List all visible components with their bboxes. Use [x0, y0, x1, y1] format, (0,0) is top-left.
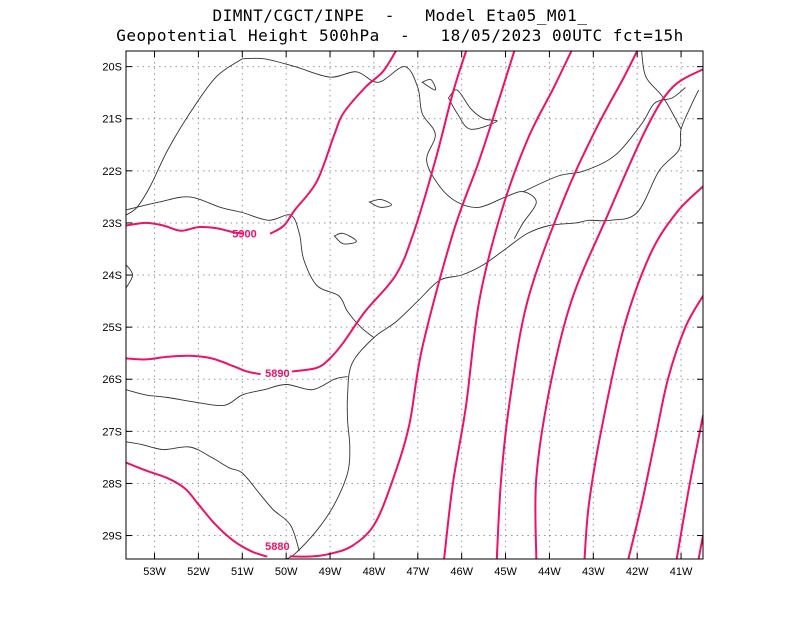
- x-tick-label: 43W: [582, 566, 605, 578]
- contour-label: 5890: [265, 368, 289, 380]
- state-border-mg-es: [641, 51, 682, 130]
- x-tick-label: 45W: [494, 566, 517, 578]
- contour-h5820: [675, 414, 703, 559]
- x-tick-label: 51W: [231, 566, 254, 578]
- contour-h5840: [583, 185, 703, 559]
- contour-h5900: [126, 221, 244, 235]
- lakes: [333, 78, 498, 245]
- x-tick-label: 50W: [275, 566, 298, 578]
- contour-label: 5880: [265, 541, 289, 553]
- y-tick-label: 24S: [102, 270, 122, 282]
- x-tick-label: 48W: [363, 566, 386, 578]
- y-tick-label: 26S: [102, 374, 122, 386]
- contour-h5830: [627, 294, 703, 559]
- x-tick-label: 52W: [187, 566, 210, 578]
- axis-ticks: 53W 52W 51W 50W 49W 48W 47W 46W 45W 44W 43W 42W 41W 2…: [102, 51, 703, 578]
- geopotential-contours: [126, 51, 703, 559]
- y-tick-label: 28S: [102, 478, 122, 490]
- reservoir: [447, 89, 498, 130]
- contour-label: 5900: [232, 228, 256, 240]
- x-tick-label: 53W: [143, 566, 166, 578]
- map-frame: [125, 50, 704, 560]
- reservoir: [421, 78, 437, 91]
- x-tick-label: 44W: [538, 566, 561, 578]
- reservoir: [333, 232, 357, 245]
- contour-h5860: [495, 51, 639, 559]
- state-border-sc-rs: [126, 441, 300, 552]
- y-tick-label: 21S: [102, 114, 122, 126]
- contour-h5870: [443, 51, 573, 559]
- y-tick-label: 22S: [102, 166, 122, 178]
- contour-h5890: [126, 354, 261, 375]
- x-tick-label: 47W: [406, 566, 429, 578]
- title-line-2: Geopotential Height 500hPa - 18/05/2023 …: [116, 26, 684, 45]
- grid-lines: [126, 51, 703, 559]
- y-tick-label: 23S: [102, 218, 122, 230]
- x-tick-label: 42W: [626, 566, 649, 578]
- y-tick-label: 29S: [102, 531, 122, 543]
- y-tick-label: 20S: [102, 62, 122, 74]
- contour-h5810: [697, 534, 703, 559]
- x-tick-label: 46W: [450, 566, 473, 578]
- contour-h5850: [534, 68, 703, 559]
- contour-h5890: [291, 51, 468, 373]
- reservoir: [368, 199, 392, 208]
- coastline: [285, 89, 700, 559]
- x-tick-label: 41W: [670, 566, 693, 578]
- state-border-parana-river: [126, 264, 134, 289]
- contour-h5900: [269, 51, 397, 235]
- y-tick-label: 27S: [102, 426, 122, 438]
- contour-labels: 5900 5890 5880: [232, 228, 289, 553]
- state-border-sp-pr: [126, 196, 375, 338]
- state-border-ms-sp: [126, 58, 243, 216]
- x-tick-label: 49W: [319, 566, 342, 578]
- contour-h5880: [289, 51, 516, 558]
- state-border-pr-sc: [126, 376, 348, 407]
- contour-h5880: [126, 461, 268, 558]
- political-boundaries: [126, 51, 700, 559]
- y-tick-label: 25S: [102, 322, 122, 334]
- state-border-mg-rj: [522, 87, 686, 193]
- title-line-1: DIMNT/CGCT/INPE - Model Eta05_M01_: [212, 6, 588, 25]
